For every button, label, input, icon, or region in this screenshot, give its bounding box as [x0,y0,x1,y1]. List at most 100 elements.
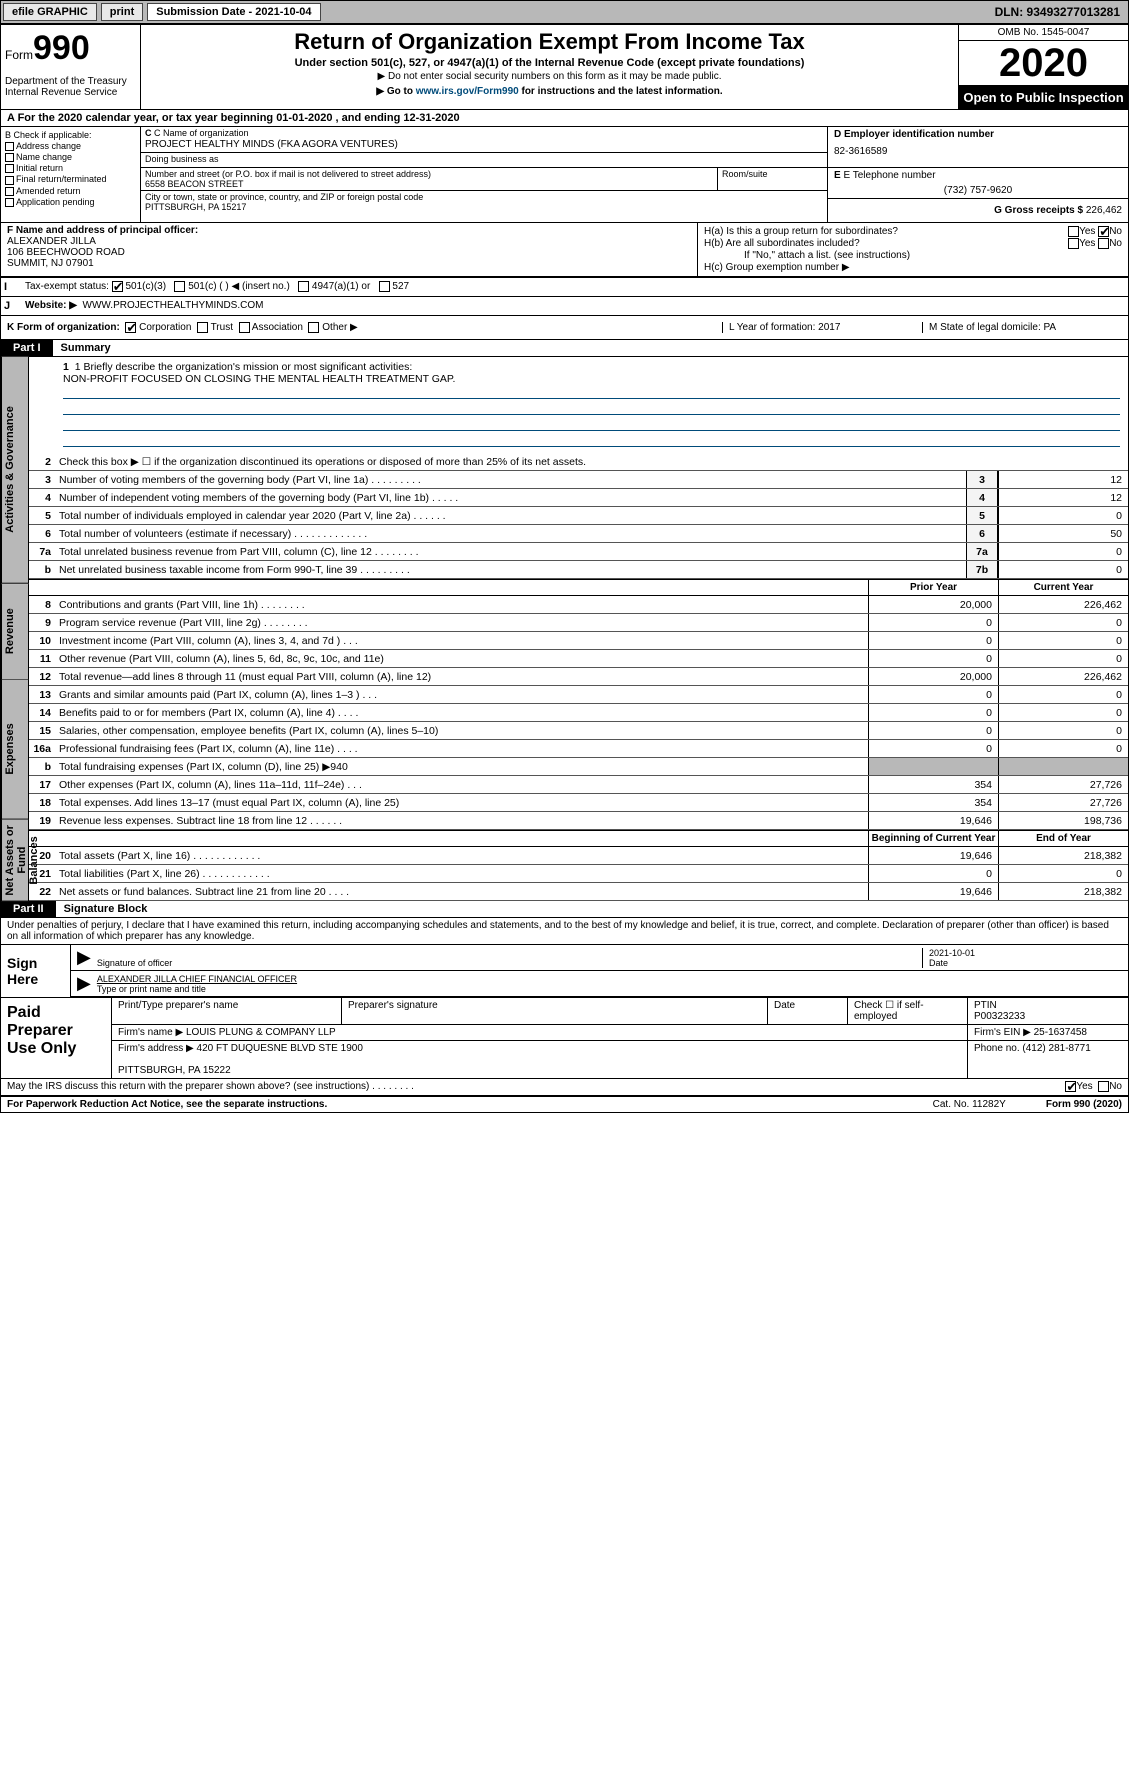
tel-value: (732) 757-9620 [834,185,1122,196]
chk-amended[interactable] [5,187,14,196]
paid-preparer-label: Paid Preparer Use Only [1,998,111,1078]
discuss-question: May the IRS discuss this return with the… [7,1081,414,1092]
chk-501c3[interactable] [112,281,123,292]
line-15: 15Salaries, other compensation, employee… [29,722,1128,740]
footer-left: For Paperwork Reduction Act Notice, see … [7,1099,327,1110]
line-18: 18Total expenses. Add lines 13–17 (must … [29,794,1128,812]
officer-name: ALEXANDER JILLA [7,236,691,247]
website-value: WWW.PROJECTHEALTHYMINDS.COM [83,300,264,311]
footer-cat: Cat. No. 11282Y [933,1099,1006,1110]
addr-label: Number and street (or P.O. box if mail i… [145,169,713,179]
dept-label: Department of the Treasury Internal Reve… [5,76,136,98]
chk-address-change[interactable] [5,142,14,151]
line-16a: 16aProfessional fundraising fees (Part I… [29,740,1128,758]
ein-value: 82-3616589 [834,146,1122,157]
col-end-year: End of Year [998,831,1128,846]
mission-question: 1 1 Briefly describe the organization's … [63,361,1120,373]
tax-exempt-row: Tax-exempt status: 501(c)(3) 501(c) ( ) … [19,278,1128,296]
submission-date: Submission Date - 2021-10-04 [147,3,320,21]
officer-addr: 106 BEECHWOOD ROAD SUMMIT, NJ 07901 [7,247,691,269]
efile-button[interactable]: efile GRAPHIC [3,3,97,21]
org-name: PROJECT HEALTHY MINDS (FKA AGORA VENTURE… [141,139,827,152]
col-prior-year: Prior Year [868,580,998,595]
line-7a: 7aTotal unrelated business revenue from … [29,543,1128,561]
line-11: 11Other revenue (Part VIII, column (A), … [29,650,1128,668]
tax-year: 2020 [959,41,1128,86]
form-number: Form990 [5,29,136,68]
col-begin-year: Beginning of Current Year [868,831,998,846]
prep-sig-hdr: Preparer's signature [342,998,768,1024]
line-6: 6Total number of volunteers (estimate if… [29,525,1128,543]
chk-final-return[interactable] [5,176,14,185]
prep-name-hdr: Print/Type preparer's name [112,998,342,1024]
city-label: City or town, state or province, country… [145,192,823,202]
top-bar: efile GRAPHIC print Submission Date - 20… [0,0,1129,24]
year-formation: L Year of formation: 2017 [722,322,922,333]
h-a-label: H(a) Is this a group return for subordin… [704,226,898,237]
line-2: 2Check this box ▶ ☐ if the organization … [29,453,1128,471]
h-b-note: If "No," attach a list. (see instruction… [704,250,1122,261]
line-b: bTotal fundraising expenses (Part IX, co… [29,758,1128,776]
addr-value: 6558 BEACON STREET [145,179,713,189]
chk-527[interactable] [379,281,390,292]
firm-addr-label: Firm's address ▶ [118,1043,194,1054]
discuss-no[interactable] [1098,1081,1109,1092]
part-1-title: Summary [53,340,119,356]
print-button[interactable]: print [101,3,143,21]
city-value: PITTSBURGH, PA 15217 [145,202,823,212]
form-subtitle: Under section 501(c), 527, or 4947(a)(1)… [147,57,952,69]
ptin-label: PTIN [974,1000,1122,1011]
prep-selfemp: Check ☐ if self-employed [848,998,968,1024]
chk-association[interactable] [239,322,250,333]
chk-other[interactable] [308,322,319,333]
line-3: 3Number of voting members of the governi… [29,471,1128,489]
ha-yes[interactable] [1068,226,1079,237]
state-domicile: M State of legal domicile: PA [922,322,1122,333]
form-note-2: ▶ Go to www.irs.gov/Form990 for instruct… [147,86,952,97]
h-b-label: H(b) Are all subordinates included? [704,238,860,249]
firm-ein-label: Firm's EIN ▶ [974,1027,1031,1038]
discuss-yes[interactable] [1065,1081,1076,1092]
line-13: 13Grants and similar amounts paid (Part … [29,686,1128,704]
row-a-period: A For the 2020 calendar year, or tax yea… [1,110,1128,127]
room-suite-label: Room/suite [717,168,827,190]
line-14: 14Benefits paid to or for members (Part … [29,704,1128,722]
officer-label: F Name and address of principal officer: [7,225,691,236]
h-c-label: H(c) Group exemption number ▶ [704,262,1122,273]
firm-name: LOUIS PLUNG & COMPANY LLP [186,1027,336,1038]
firm-phone-label: Phone no. [974,1043,1020,1054]
ein-label: D Employer identification number [834,129,1122,140]
line-10: 10Investment income (Part VIII, column (… [29,632,1128,650]
chk-app-pending[interactable] [5,198,14,207]
form-990: Form990 Department of the Treasury Inter… [0,24,1129,1113]
line-22: 22Net assets or fund balances. Subtract … [29,883,1128,901]
gross-receipts: G Gross receipts $ 226,462 [828,199,1128,222]
sign-here-label: Sign Here [1,945,71,997]
sig-officer-label: Signature of officer [97,958,922,968]
col-current-year: Current Year [998,580,1128,595]
firm-name-label: Firm's name ▶ [118,1027,183,1038]
vtab-net-assets: Net Assets or Fund Balances [1,820,29,902]
hb-yes[interactable] [1068,238,1079,249]
firm-phone: (412) 281-8771 [1022,1043,1090,1054]
part-1-header: Part I [1,340,53,356]
sig-date: 2021-10-01 [929,948,1122,958]
ha-no[interactable] [1098,226,1109,237]
chk-name-change[interactable] [5,153,14,162]
sig-officer-name: ALEXANDER JILLA CHIEF FINANCIAL OFFICER [97,974,1122,984]
chk-initial-return[interactable] [5,164,14,173]
mission-answer: NON-PROFIT FOCUSED ON CLOSING THE MENTAL… [63,373,1120,385]
ptin-value: P00323233 [974,1011,1122,1022]
part-2-header: Part II [1,901,56,917]
signature-declaration: Under penalties of perjury, I declare th… [1,918,1128,945]
chk-corporation[interactable] [125,322,136,333]
sig-date-label: Date [929,958,1122,968]
chk-trust[interactable] [197,322,208,333]
hb-no[interactable] [1098,238,1109,249]
line-4: 4Number of independent voting members of… [29,489,1128,507]
chk-501c[interactable] [174,281,185,292]
line-b: bNet unrelated business taxable income f… [29,561,1128,579]
line-19: 19Revenue less expenses. Subtract line 1… [29,812,1128,830]
irs-link[interactable]: www.irs.gov/Form990 [416,86,519,97]
chk-4947[interactable] [298,281,309,292]
